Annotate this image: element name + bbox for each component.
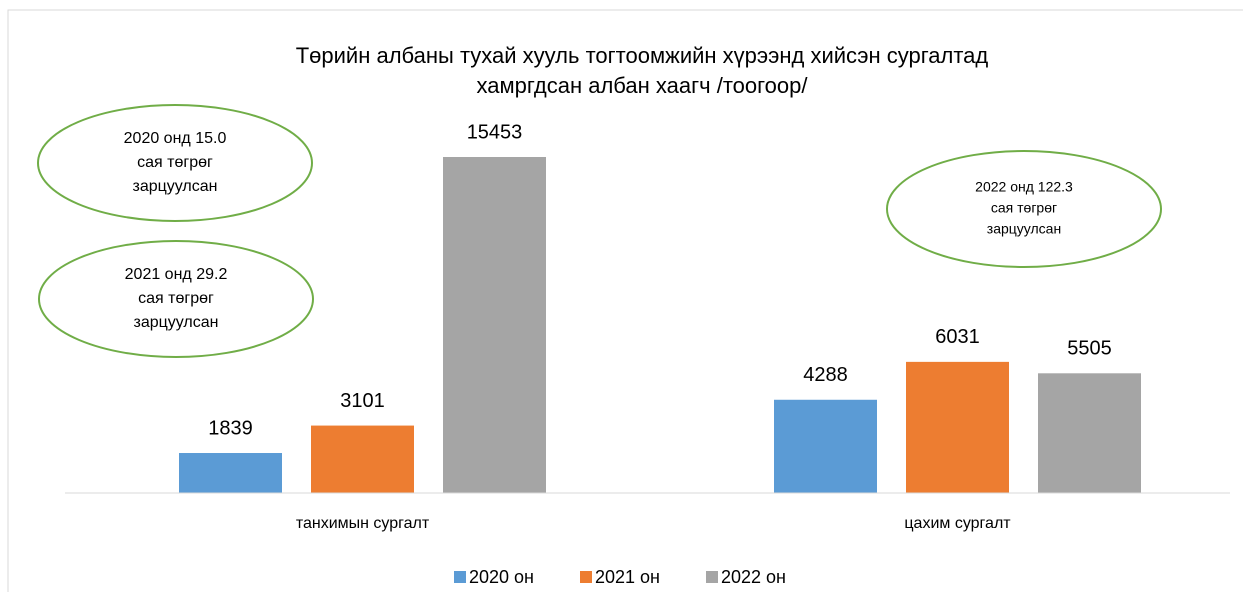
annotation-text: зарцуулсан	[987, 221, 1061, 237]
data-label: 1839	[208, 417, 253, 439]
chart-title: хамргдсан албан хаагч /тоогоор/	[477, 73, 809, 98]
data-label: 5505	[1067, 338, 1112, 360]
data-label: 4288	[803, 364, 848, 386]
legend-swatch	[580, 571, 592, 583]
data-label: 6031	[935, 326, 980, 348]
annotation-text: зарцуулсан	[132, 178, 217, 195]
annotation-text: 2022 онд 122.3	[975, 179, 1073, 195]
annotation-text: сая төгрөг	[138, 290, 214, 307]
annotation-text: зарцуулсан	[133, 314, 218, 331]
annotation-text: сая төгрөг	[991, 200, 1057, 216]
annotation-ellipse	[886, 150, 1162, 268]
data-label: 15453	[467, 121, 523, 143]
bar	[906, 361, 1009, 493]
annotation-text: 2021 онд 29.2	[125, 266, 228, 283]
bar	[179, 453, 282, 493]
x-tick-label: цахим сургалт	[904, 515, 1011, 532]
x-tick-label: танхимын сургалт	[296, 515, 430, 532]
bar	[443, 157, 546, 493]
annotation-text: сая төгрөг	[137, 154, 213, 171]
bar	[1038, 373, 1141, 493]
legend-label: 2020 он	[469, 567, 534, 587]
annotation-ellipse	[37, 104, 313, 222]
chart-border	[7, 9, 1243, 592]
annotation-text: 2020 онд 15.0	[124, 130, 227, 147]
legend-label: 2022 он	[721, 567, 786, 587]
annotation-ellipse	[38, 240, 314, 358]
legend-label: 2021 он	[595, 567, 660, 587]
legend-swatch	[706, 571, 718, 583]
data-label: 3101	[340, 390, 385, 412]
bar	[774, 399, 877, 493]
legend-swatch	[454, 571, 466, 583]
bar	[311, 425, 414, 493]
chart-title: Төрийн албаны тухай хууль тогтоомжийн хү…	[296, 43, 989, 68]
